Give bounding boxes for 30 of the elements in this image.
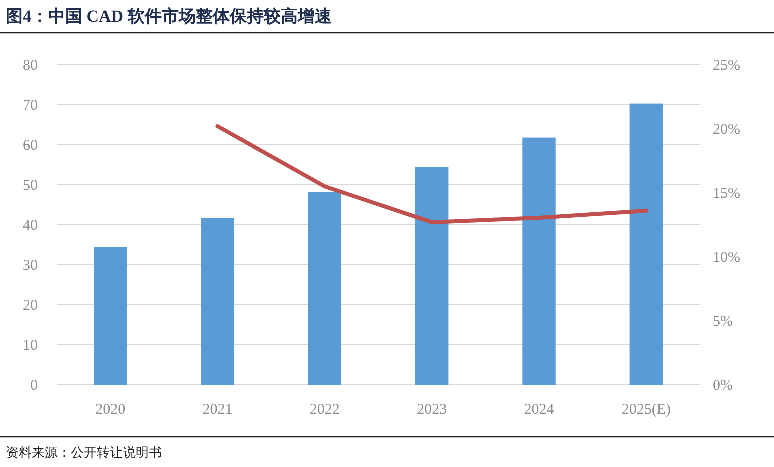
x-tick-label: 2021	[202, 402, 233, 418]
y-tick-label: 70	[23, 98, 38, 114]
x-tick-label: 2020	[96, 402, 126, 418]
y-tick-label: 30	[23, 258, 38, 274]
y2-tick-label: 10%	[713, 250, 740, 266]
y-tick-label: 80	[23, 58, 38, 74]
x-tick-label: 2024	[524, 402, 555, 418]
bar	[630, 104, 664, 385]
y-tick-label: 0	[30, 378, 38, 394]
x-tick-label: 2023	[417, 402, 448, 418]
y-tick-label: 40	[23, 218, 38, 234]
y2-tick-label: 20%	[713, 122, 740, 138]
chart-title: 图4：中国 CAD 软件市场整体保持较高增速	[6, 7, 332, 26]
line-series	[216, 124, 648, 224]
bar	[94, 247, 128, 385]
x-tick-label: 2025(E)	[622, 402, 671, 418]
y-tick-label: 50	[23, 178, 38, 194]
bar	[308, 192, 342, 385]
y2-tick-label: 15%	[713, 186, 740, 202]
y2-tick-label: 25%	[713, 58, 740, 74]
y-tick-label: 10	[23, 338, 38, 354]
y-tick-label: 60	[23, 138, 38, 154]
y2-tick-label: 0%	[713, 378, 733, 394]
x-tick-label: 2022	[310, 402, 340, 418]
bar	[415, 167, 449, 385]
bar	[201, 218, 234, 385]
y-tick-label: 20	[23, 298, 38, 314]
bar	[522, 138, 556, 385]
y2-tick-label: 5%	[713, 314, 733, 330]
text: 资料来源：公开转让说明书	[6, 445, 162, 460]
